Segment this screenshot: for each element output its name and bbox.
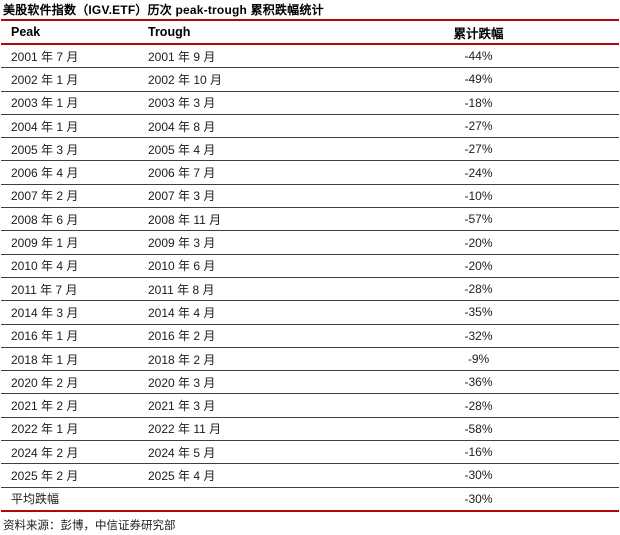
- source-note: 资料来源：彭博，中信证券研究部: [3, 519, 176, 532]
- table-row: 2021 年 2 月 2021 年 3 月 -28%: [1, 393, 619, 418]
- peak-cell: 2005 年 3 月: [1, 137, 138, 162]
- trough-cell: 2022 年 11 月: [138, 417, 338, 442]
- trough-cell: 2010 年 6 月: [138, 254, 338, 278]
- trough-cell: 2009 年 3 月: [138, 230, 338, 255]
- table-body: 2001 年 7 月 2001 年 9 月 -44% 2002 年 1 月 2002 年…: [1, 44, 619, 512]
- trough-cell: 2016 年 2 月: [138, 324, 338, 348]
- peak-cell: 2009 年 1 月: [1, 230, 138, 255]
- trough-cell: 2018 年 2 月: [138, 347, 338, 372]
- table-row: 2016 年 1 月 2016 年 2 月 -32%: [1, 324, 619, 348]
- trough-cell: 2005 年 4 月: [138, 137, 338, 162]
- peak-cell: 2001 年 7 月: [1, 44, 138, 69]
- peak-cell: 2004 年 1 月: [1, 114, 138, 139]
- trough-cell: 2024 年 5 月: [138, 440, 338, 465]
- peak-cell: 2006 年 4 月: [1, 160, 138, 185]
- trough-cell: 2002 年 10 月: [138, 67, 338, 92]
- table-header: Peak Trough 累计跌幅: [1, 20, 619, 45]
- table-row: 2002 年 1 月 2002 年 10 月 -49%: [1, 67, 619, 92]
- cumulative-decline-cell: -10%: [338, 184, 619, 209]
- table-row: 2020 年 2 月 2020 年 3 月 -36%: [1, 370, 619, 395]
- table-row: 2010 年 4 月 2010 年 6 月 -20%: [1, 254, 619, 278]
- column-header-peak: Peak: [1, 20, 138, 45]
- cumulative-decline-cell: -27%: [338, 137, 619, 162]
- peak-cell: 2011 年 7 月: [1, 277, 138, 302]
- trough-cell: 2001 年 9 月: [138, 44, 338, 69]
- table-row: 2001 年 7 月 2001 年 9 月 -44%: [1, 44, 619, 69]
- peak-cell: 2024 年 2 月: [1, 440, 138, 465]
- cumulative-decline-cell: -28%: [338, 277, 619, 302]
- cumulative-decline-cell: -35%: [338, 300, 619, 325]
- trough-cell: 2014 年 4 月: [138, 300, 338, 325]
- trough-cell: 2008 年 11 月: [138, 207, 338, 232]
- peak-cell: 2003 年 1 月: [1, 91, 138, 115]
- table-row: 2005 年 3 月 2005 年 4 月 -27%: [1, 137, 619, 162]
- cumulative-decline-cell: -32%: [338, 324, 619, 348]
- cumulative-decline-cell: -20%: [338, 230, 619, 255]
- cumulative-decline-cell: -20%: [338, 254, 619, 278]
- table-row: 2014 年 3 月 2014 年 4 月 -35%: [1, 300, 619, 325]
- table-title: 美股软件指数（IGV.ETF）历次 peak-trough 累积跌幅统计: [3, 3, 324, 17]
- trough-cell: 2007 年 3 月: [138, 184, 338, 209]
- table-row: 2025 年 2 月 2025 年 4 月 -30%: [1, 463, 619, 488]
- table-row: 2003 年 1 月 2003 年 3 月 -18%: [1, 91, 619, 115]
- table-row: 2018 年 1 月 2018 年 2 月 -9%: [1, 347, 619, 372]
- cumulative-decline-cell: -44%: [338, 44, 619, 69]
- trough-cell: 2011 年 8 月: [138, 277, 338, 302]
- peak-cell: 2010 年 4 月: [1, 254, 138, 278]
- column-header-cumulative-decline: 累计跌幅: [338, 20, 619, 45]
- cumulative-decline-cell: -28%: [338, 393, 619, 418]
- peak-cell: 2021 年 2 月: [1, 393, 138, 418]
- peak-cell: 2007 年 2 月: [1, 184, 138, 209]
- cumulative-decline-cell: -9%: [338, 347, 619, 372]
- column-header-trough: Trough: [138, 20, 338, 45]
- table-row: 2011 年 7 月 2011 年 8 月 -28%: [1, 277, 619, 302]
- cumulative-decline-cell: -30%: [338, 487, 619, 512]
- table-row: 2006 年 4 月 2006 年 7 月 -24%: [1, 160, 619, 185]
- cumulative-decline-cell: -49%: [338, 67, 619, 92]
- peak-cell: 2022 年 1 月: [1, 417, 138, 442]
- cumulative-decline-cell: -24%: [338, 160, 619, 185]
- header-row: Peak Trough 累计跌幅: [1, 20, 619, 45]
- peak-cell: 2002 年 1 月: [1, 67, 138, 92]
- cumulative-decline-cell: -16%: [338, 440, 619, 465]
- cumulative-decline-cell: -57%: [338, 207, 619, 232]
- table-row: 2022 年 1 月 2022 年 11 月 -58%: [1, 417, 619, 442]
- table-row: 2008 年 6 月 2008 年 11 月 -57%: [1, 207, 619, 232]
- trough-cell: 2006 年 7 月: [138, 160, 338, 185]
- peak-cell: 平均跌幅: [1, 487, 138, 512]
- peak-cell: 2008 年 6 月: [1, 207, 138, 232]
- cumulative-decline-cell: -36%: [338, 370, 619, 395]
- summary-row: 平均跌幅 -30%: [1, 487, 619, 512]
- table-row: 2024 年 2 月 2024 年 5 月 -16%: [1, 440, 619, 465]
- cumulative-decline-cell: -18%: [338, 91, 619, 115]
- peak-cell: 2014 年 3 月: [1, 300, 138, 325]
- trough-cell: [138, 487, 338, 512]
- trough-cell: 2025 年 4 月: [138, 463, 338, 488]
- peak-cell: 2018 年 1 月: [1, 347, 138, 372]
- trough-cell: 2003 年 3 月: [138, 91, 338, 115]
- peak-cell: 2025 年 2 月: [1, 463, 138, 488]
- trough-cell: 2020 年 3 月: [138, 370, 338, 395]
- trough-cell: 2021 年 3 月: [138, 393, 338, 418]
- cumulative-decline-cell: -30%: [338, 463, 619, 488]
- peak-cell: 2020 年 2 月: [1, 370, 138, 395]
- table-row: 2007 年 2 月 2007 年 3 月 -10%: [1, 184, 619, 209]
- cumulative-decline-cell: -27%: [338, 114, 619, 139]
- cumulative-decline-cell: -58%: [338, 417, 619, 442]
- table-row: 2009 年 1 月 2009 年 3 月 -20%: [1, 230, 619, 255]
- trough-cell: 2004 年 8 月: [138, 114, 338, 139]
- table-row: 2004 年 1 月 2004 年 8 月 -27%: [1, 114, 619, 139]
- peak-trough-table: Peak Trough 累计跌幅 2001 年 7 月 2001 年 9 月 -44…: [1, 19, 619, 512]
- peak-cell: 2016 年 1 月: [1, 324, 138, 348]
